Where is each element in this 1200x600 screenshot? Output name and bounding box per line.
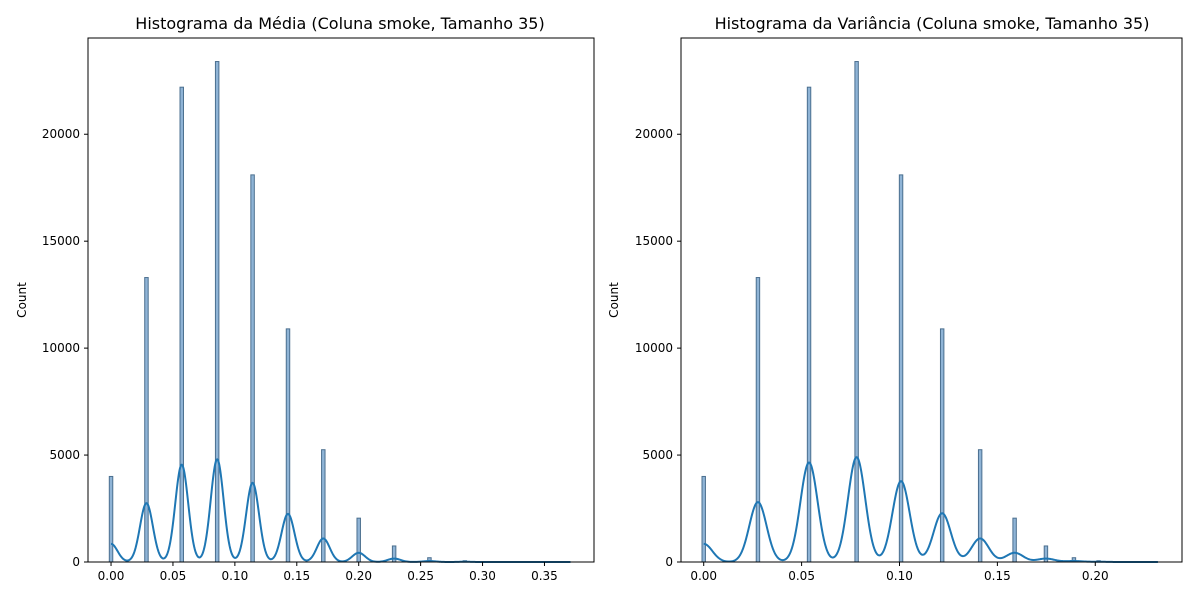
- mean-histogram-bar: [285, 328, 291, 563]
- variance-x-tick-label: 0.05: [788, 569, 815, 583]
- variance-y-tick-label: 5000: [642, 448, 673, 462]
- mean-histogram-bar: [179, 86, 184, 563]
- mean-y-tick-label: 20000: [42, 127, 80, 141]
- variance-kde-curve: [703, 456, 1158, 563]
- mean-x-tick-label: 0.20: [345, 569, 372, 583]
- variance-chart-title: Histograma da Variância (Coluna smoke, T…: [715, 14, 1150, 33]
- variance-y-axis-label: Count: [607, 282, 621, 318]
- variance-y-tick-label: 20000: [635, 127, 673, 141]
- variance-histogram-bar: [939, 328, 945, 563]
- mean-y-tick-label: 0: [72, 555, 80, 569]
- mean-histogram-bar: [356, 517, 361, 563]
- variance-histogram-bar: [755, 277, 761, 563]
- variance-y-tick-label: 0: [665, 555, 673, 569]
- mean-x-tick-label: 0.30: [469, 569, 496, 583]
- mean-x-tick-label: 0.35: [531, 569, 558, 583]
- mean-x-tick-label: 0.00: [98, 569, 125, 583]
- variance-histogram-bar: [1012, 517, 1017, 563]
- variance-axes-frame: [680, 37, 1183, 563]
- variance-x-tick-label: 0.20: [1082, 569, 1109, 583]
- variance-x-tick-label: 0.10: [886, 569, 913, 583]
- variance-y-tick-label: 10000: [635, 341, 673, 355]
- mean-x-tick-label: 0.25: [407, 569, 434, 583]
- mean-axes-frame: [87, 37, 595, 563]
- variance-x-tick-label: 0.15: [984, 569, 1011, 583]
- variance-x-tick-label: 0.00: [690, 569, 717, 583]
- mean-y-axis-label: Count: [15, 282, 29, 318]
- mean-x-tick-label: 0.05: [160, 569, 187, 583]
- variance-histogram-bar: [806, 86, 812, 563]
- mean-x-tick-label: 0.15: [283, 569, 310, 583]
- variance-histogram-bar: [701, 475, 706, 563]
- mean-histogram-bar: [214, 61, 220, 563]
- mean-histogram-bar: [144, 277, 149, 563]
- mean-histogram-panel: Histograma da Média (Coluna smoke, Taman…: [15, 14, 595, 583]
- mean-histogram-bar: [250, 174, 255, 563]
- mean-y-tick-label: 15000: [42, 234, 80, 248]
- mean-histogram-bar: [321, 449, 326, 563]
- variance-histogram-panel: Histograma da Variância (Coluna smoke, T…: [607, 14, 1183, 583]
- mean-y-tick-label: 10000: [42, 341, 80, 355]
- mean-histogram-bar: [108, 475, 114, 563]
- mean-y-tick-label: 5000: [49, 448, 80, 462]
- variance-y-tick-label: 15000: [635, 234, 673, 248]
- mean-chart-title: Histograma da Média (Coluna smoke, Taman…: [135, 14, 544, 33]
- variance-histogram-bar: [854, 61, 859, 563]
- variance-histogram-bar: [977, 449, 983, 563]
- mean-x-tick-label: 0.10: [222, 569, 249, 583]
- variance-histogram-bar: [898, 174, 904, 563]
